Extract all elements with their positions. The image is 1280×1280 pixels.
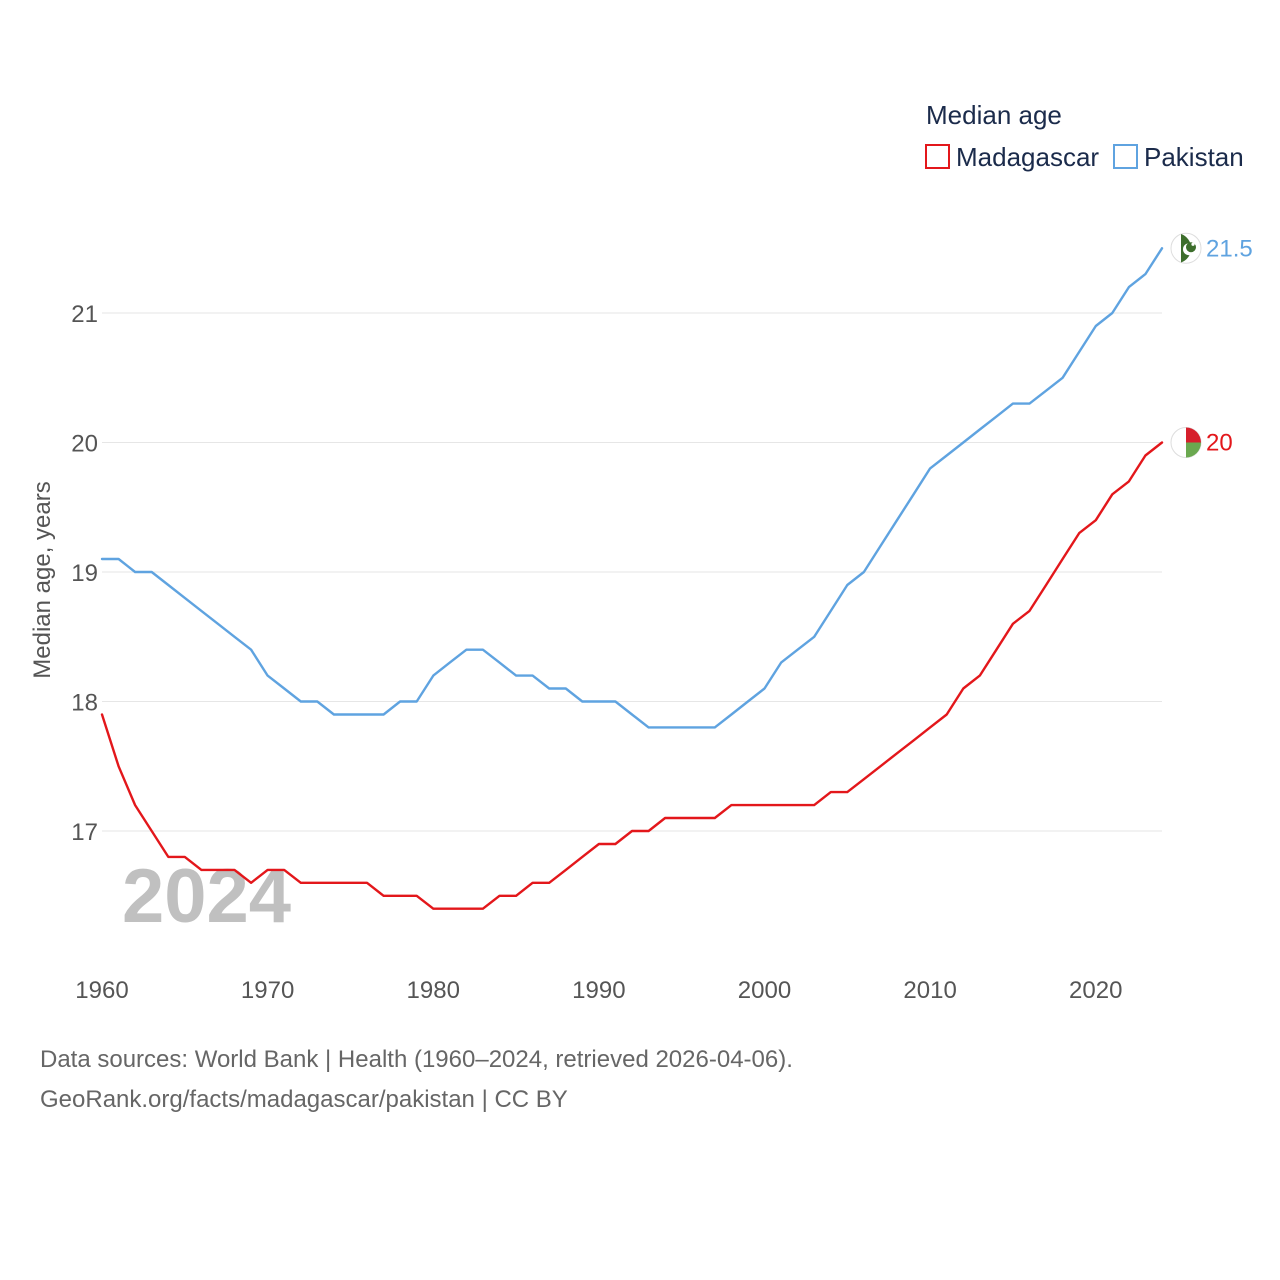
legend-item-pakistan[interactable]: Pakistan	[1113, 142, 1244, 172]
legend-title: Median age	[926, 100, 1062, 130]
x-tick-label-1990: 1990	[572, 977, 625, 1004]
legend-swatch-pakistan	[1113, 144, 1138, 169]
series-madagascar	[100, 441, 1164, 910]
x-tick-label-1970: 1970	[241, 977, 294, 1004]
y-tick-label-18: 18	[71, 690, 98, 717]
legend-label-pakistan: Pakistan	[1144, 142, 1244, 172]
end-value-label-pakistan: 21.5	[1206, 235, 1253, 262]
series-endpoints: 20 21.5	[1170, 232, 1253, 458]
x-tick-label-1980: 1980	[407, 977, 460, 1004]
end-value-label-madagascar: 20	[1206, 430, 1233, 457]
legend-item-madagascar[interactable]: Madagascar	[925, 142, 1099, 172]
flag-marker-madagascar	[1170, 427, 1202, 458]
x-tick-label-2010: 2010	[903, 977, 956, 1004]
flag-madagascar-green	[1186, 442, 1201, 458]
legend: Median age Madagascar Pakistan	[925, 100, 1244, 172]
legend-swatch-madagascar	[925, 144, 950, 169]
y-tick-label-20: 20	[71, 431, 98, 458]
y-tick-label-17: 17	[71, 819, 98, 846]
flag-madagascar-red	[1186, 427, 1201, 443]
axes: 17 18 19 20 21 1960 1970 1980 1990 2000 2010 2020	[71, 301, 1122, 1004]
legend-label-madagascar: Madagascar	[956, 142, 1099, 172]
year-watermark: 2024	[122, 854, 291, 939]
flag-marker-pakistan	[1170, 232, 1202, 264]
y-tick-label-21: 21	[71, 301, 98, 328]
y-tick-label-19: 19	[71, 560, 98, 587]
y-axis-title: Median age, years	[29, 481, 56, 678]
credit-link[interactable]: GeoRank.org/facts/madagascar/pakistan | …	[40, 1086, 568, 1113]
x-tick-label-1960: 1960	[75, 977, 128, 1004]
series-pakistan	[100, 247, 1164, 729]
x-tick-label-2020: 2020	[1069, 977, 1122, 1004]
series-line-madagascar	[100, 441, 1164, 910]
gridlines	[102, 312, 1162, 832]
series-line-pakistan	[100, 247, 1164, 729]
series	[100, 247, 1164, 910]
x-tick-label-2000: 2000	[738, 977, 791, 1004]
data-sources-note: Data sources: World Bank | Health (1960–…	[40, 1046, 793, 1073]
flag-pakistan-star	[1191, 242, 1195, 246]
